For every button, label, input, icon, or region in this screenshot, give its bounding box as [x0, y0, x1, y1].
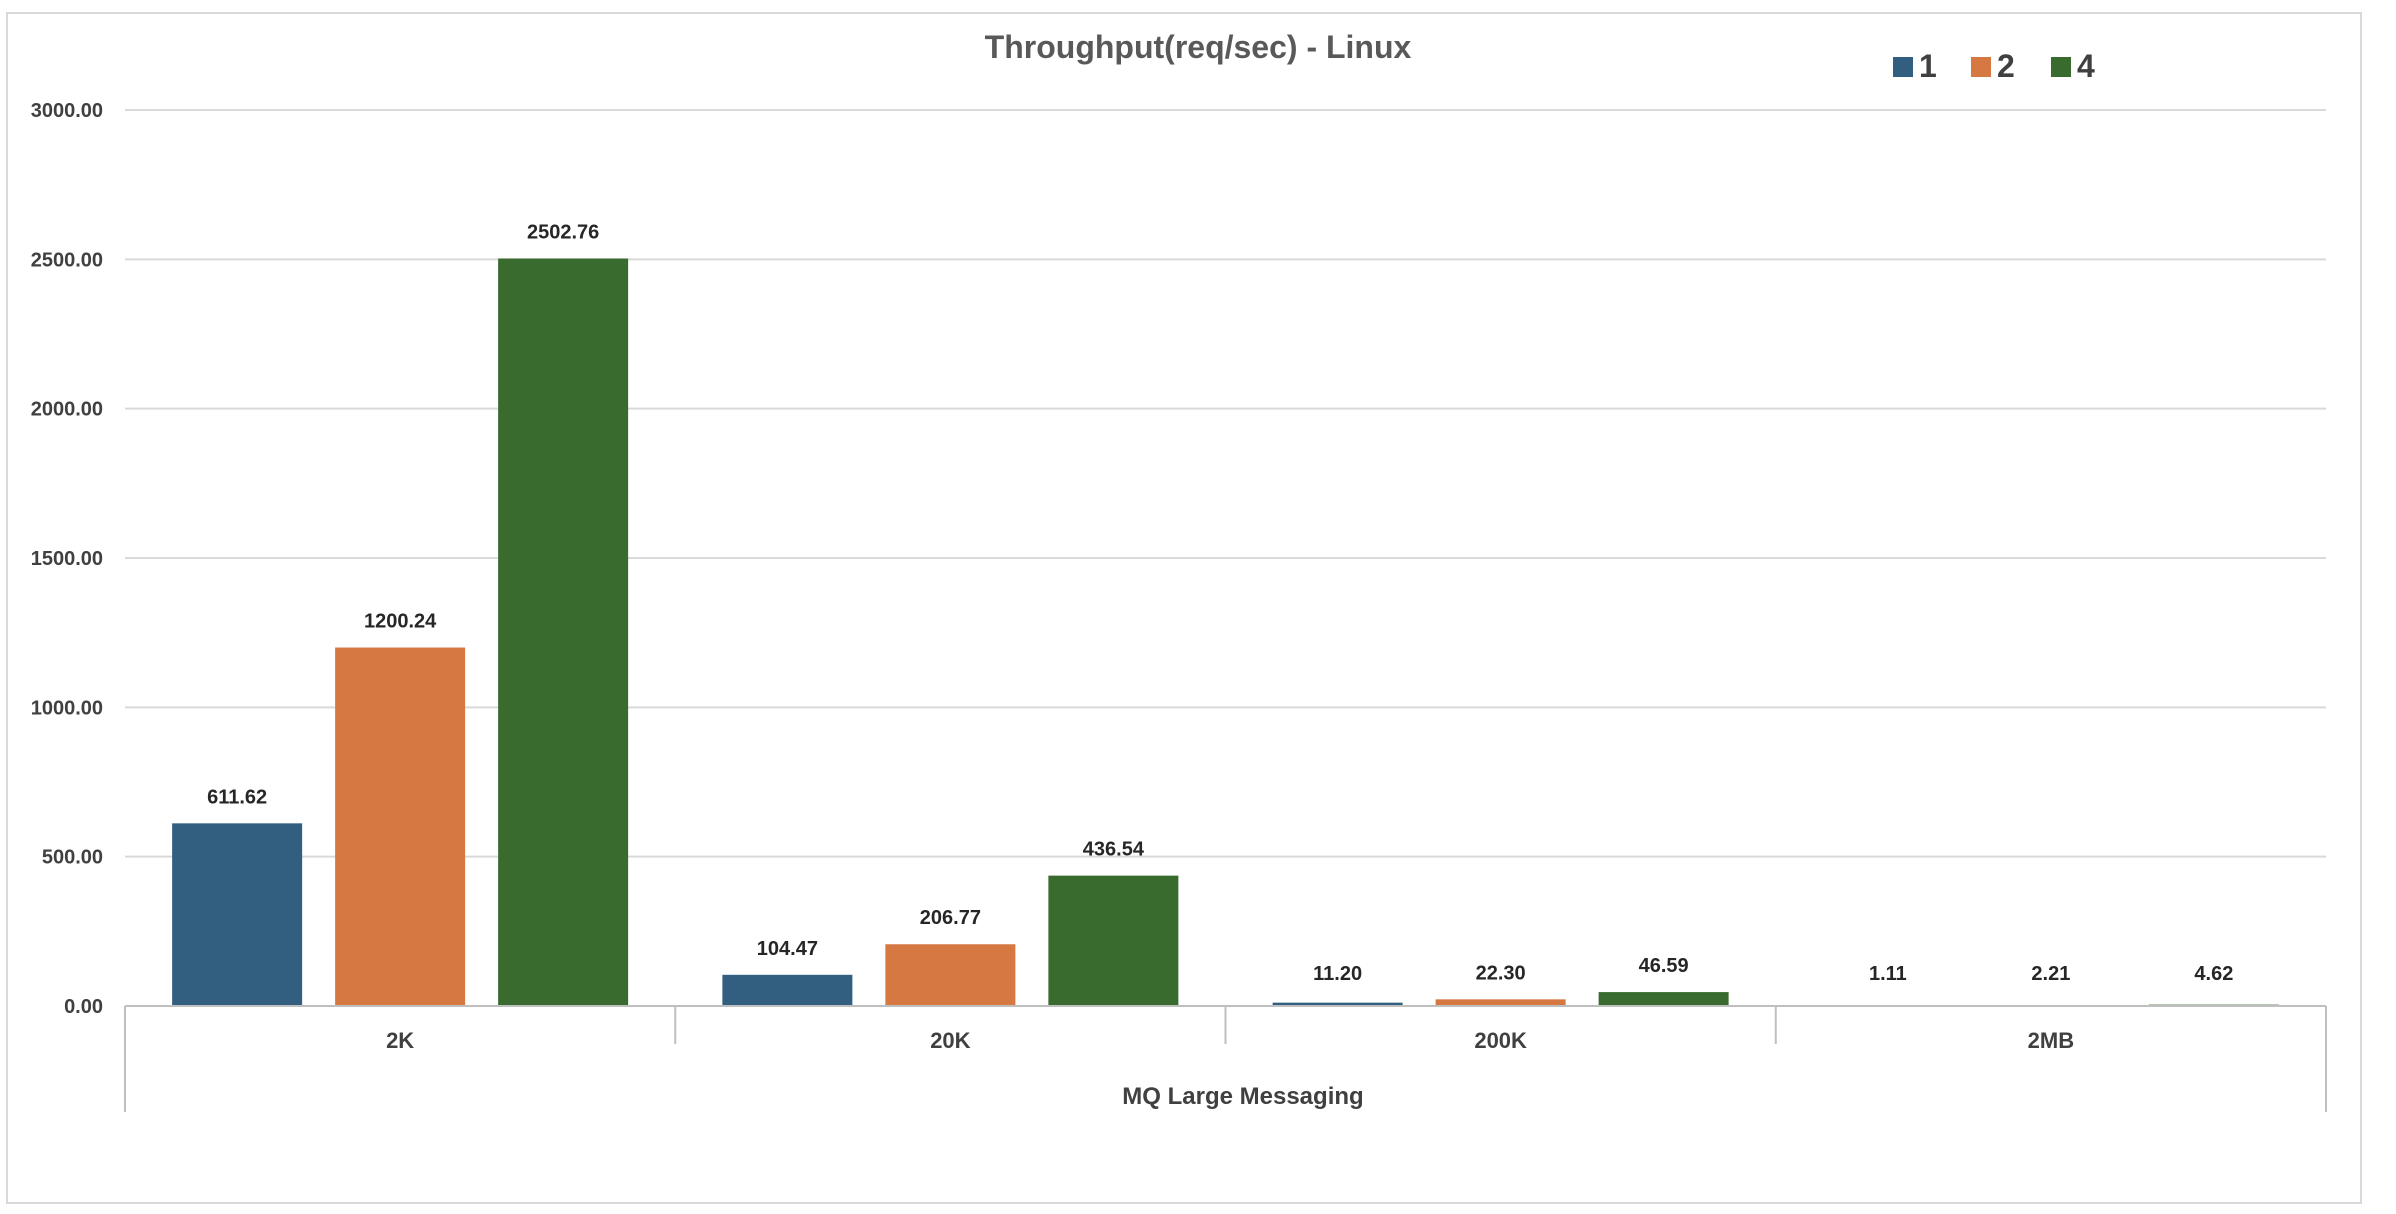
legend-swatch [2051, 57, 2071, 77]
y-tick-label: 1000.00 [31, 697, 103, 719]
bar-series-4-2K [498, 258, 629, 1006]
x-tick-label: 2MB [2028, 1028, 2074, 1053]
legend-label: 2 [1997, 48, 2015, 84]
x-tick-label: 200K [1474, 1028, 1527, 1053]
y-tick-label: 2000.00 [31, 399, 103, 421]
legend-label: 1 [1919, 48, 1937, 84]
bar-series-1-20K [722, 974, 853, 1006]
data-label: 46.59 [1639, 955, 1689, 977]
data-label: 11.20 [1313, 963, 1362, 985]
y-tick-label: 0.00 [64, 996, 103, 1018]
bar-series-1-200K [1272, 1002, 1403, 1006]
x-axis-title: MQ Large Messaging [1122, 1083, 1363, 1110]
data-label: 4.62 [2194, 963, 2233, 985]
bar-series-2-20K [885, 944, 1016, 1006]
data-label: 436.54 [1083, 839, 1145, 861]
y-axis-ticks: 0.00 500.00 1000.00 1500.00 2000.00 2500.00 30… [31, 100, 103, 1018]
data-label: 611.62 [207, 786, 267, 808]
bar-chart: 0.00 500.00 1000.00 1500.00 2000.00 2500.00 30… [31, 29, 2327, 1112]
bars [172, 258, 2279, 1006]
data-label: 104.47 [757, 938, 818, 960]
data-label: 22.30 [1476, 962, 1526, 984]
x-tick-label: 20K [930, 1028, 970, 1053]
y-tick-label: 500.00 [42, 847, 103, 869]
chart-title: Throughput(req/sec) - Linux [985, 29, 1412, 65]
data-label: 2.21 [2031, 963, 2070, 985]
data-label: 1200.24 [364, 611, 437, 633]
chart-frame: 0.00 500.00 1000.00 1500.00 2000.00 2500.00 30… [6, 12, 2362, 1204]
legend: 1 2 4 [1893, 48, 2095, 84]
data-label: 206.77 [920, 907, 981, 929]
data-labels: 611.62 104.47 11.20 1.11 1200.24 206.77 22.30 2… [207, 222, 2233, 985]
legend-swatch [1893, 57, 1913, 77]
bar-series-4-20K [1048, 875, 1179, 1006]
data-label: 2502.76 [527, 222, 599, 244]
bar-series-1-2K [172, 823, 303, 1006]
x-tick-label: 2K [386, 1028, 414, 1053]
legend-swatch [1971, 57, 1991, 77]
data-label: 1.11 [1869, 963, 1907, 985]
y-tick-label: 1500.00 [31, 548, 103, 570]
y-tick-label: 3000.00 [31, 100, 103, 122]
bar-series-2-200K [1435, 999, 1566, 1006]
gridlines [125, 109, 2326, 1007]
x-axis: 2K 20K 200K 2MB [124, 1005, 2327, 1112]
legend-label: 4 [2077, 48, 2095, 84]
bar-series-4-200K [1598, 992, 1729, 1006]
bar-series-2-2K [335, 647, 466, 1006]
y-tick-label: 2500.00 [31, 249, 103, 271]
